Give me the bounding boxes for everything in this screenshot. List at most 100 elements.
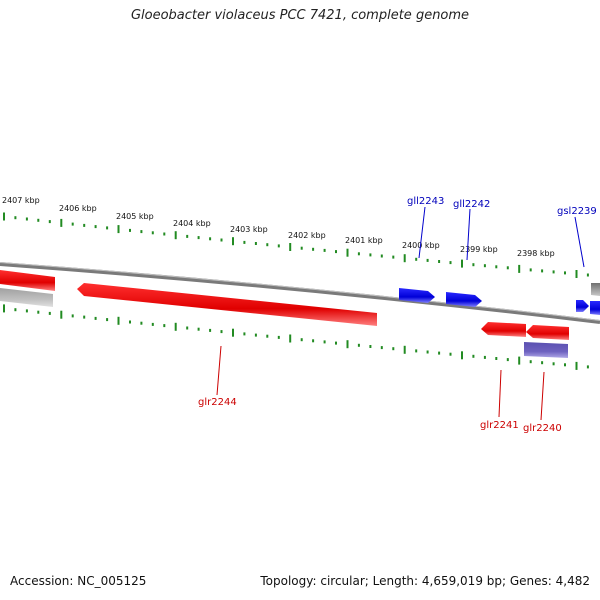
- inner-tick-43: [495, 357, 498, 360]
- label-gll2243: gll2243: [407, 196, 444, 207]
- inner-tick-3: [37, 310, 40, 314]
- inner-tick-41: [472, 354, 475, 358]
- outer-tick-19: [220, 238, 223, 242]
- inner-tick-48: [552, 362, 555, 366]
- inner-tick-23: [266, 334, 269, 338]
- outer-tick-13: [151, 231, 154, 235]
- inner-tick-38: [438, 351, 441, 355]
- outer-tick-41: [472, 263, 475, 267]
- inner-tick-19: [220, 330, 223, 334]
- outer-tick-38: [438, 260, 441, 263]
- inner-tick-35: [403, 345, 406, 354]
- outer-tick-12: [140, 230, 143, 234]
- outer-scale-ticks: [3, 212, 589, 278]
- outer-tick-2: [25, 217, 28, 221]
- outer-tick-9: [106, 226, 109, 230]
- outer-tick-4: [48, 220, 51, 224]
- inner-tick-22: [254, 333, 257, 337]
- outer-tick-26: [300, 246, 303, 250]
- inner-tick-44: [506, 358, 509, 362]
- outer-tick-23: [266, 243, 269, 247]
- outer-tick-37: [426, 258, 429, 262]
- outer-tick-40: [461, 259, 463, 268]
- topology-summary: Topology: circular; Length: 4,659,019 bp…: [260, 574, 590, 588]
- connector-glr2240: [540, 371, 545, 421]
- accession-text: Accession: NC_005125: [10, 574, 147, 588]
- outer-tick-31: [357, 252, 360, 256]
- outer-tick-10: [117, 225, 120, 234]
- inner-tick-34: [392, 347, 395, 351]
- outer-tick-29: [335, 250, 337, 254]
- inner-scale-ticks: [3, 304, 589, 370]
- outer-tick-17: [197, 236, 200, 240]
- inner-tick-29: [335, 341, 337, 345]
- outer-tick-8: [94, 225, 97, 229]
- inner-tick-24: [277, 335, 280, 339]
- connector-glr2241: [498, 369, 502, 418]
- outer-tick-3: [37, 218, 40, 222]
- outer-tick-14: [163, 232, 166, 236]
- inner-tick-40: [461, 351, 463, 360]
- inner-tick-28: [323, 340, 326, 344]
- scale-label-2405: 2405 kbp: [116, 212, 154, 221]
- inner-tick-12: [140, 321, 143, 325]
- outer-tick-18: [209, 237, 212, 241]
- scale-label-2404: 2404 kbp: [173, 219, 211, 228]
- label-gsl2239: gsl2239: [557, 206, 597, 217]
- outer-tick-43: [495, 265, 498, 269]
- inner-tick-17: [197, 327, 200, 331]
- outer-tick-27: [312, 247, 315, 251]
- outer-tick-6: [71, 222, 74, 226]
- gene-gsl2239[interactable]: [576, 300, 589, 312]
- outer-tick-39: [449, 261, 452, 265]
- inner-tick-6: [71, 314, 74, 318]
- outer-tick-46: [529, 268, 532, 272]
- inner-tick-50: [575, 361, 578, 370]
- connector-gll2243: [418, 206, 426, 259]
- inner-tick-13: [151, 322, 154, 326]
- connector-gsl2239: [574, 216, 585, 268]
- pseudogene-bar: [0, 288, 53, 307]
- scale-label-2401: 2401 kbp: [345, 236, 383, 245]
- inner-tick-47: [541, 361, 544, 365]
- outer-tick-42: [483, 264, 486, 268]
- outer-tick-24: [277, 244, 280, 248]
- outer-tick-48: [552, 270, 555, 274]
- inner-tick-8: [94, 316, 97, 320]
- outer-tick-15: [174, 231, 177, 240]
- scale-label-2406: 2406 kbp: [59, 204, 97, 213]
- inner-tick-15: [174, 322, 177, 331]
- label-glr2244: glr2244: [198, 397, 237, 408]
- inner-tick-26: [300, 338, 303, 342]
- connector-gll2242: [466, 208, 471, 261]
- inner-tick-39: [449, 352, 452, 356]
- outer-tick-16: [186, 234, 189, 238]
- gene-glr2244[interactable]: [77, 283, 377, 326]
- outer-tick-49: [564, 271, 566, 275]
- gene-gll2242[interactable]: [446, 292, 482, 307]
- inner-tick-32: [369, 345, 372, 348]
- outer-tick-33: [380, 254, 383, 258]
- inner-tick-9: [106, 318, 109, 322]
- gene-gll2243[interactable]: [399, 288, 435, 303]
- gene-right-fragment[interactable]: [590, 301, 600, 315]
- inner-tick-31: [357, 343, 360, 347]
- inner-tick-16: [186, 326, 189, 330]
- scale-label-2402: 2402 kbp: [288, 231, 326, 240]
- outer-tick-22: [254, 242, 257, 245]
- outer-tick-30: [346, 248, 349, 257]
- gene-glr2241[interactable]: [481, 322, 526, 337]
- outer-tick-32: [369, 253, 372, 257]
- gene-glr2244-left-fragment[interactable]: [0, 270, 55, 291]
- inner-tick-1: [14, 308, 17, 312]
- inner-tick-18: [209, 328, 212, 332]
- inner-tick-46: [529, 360, 532, 364]
- inner-tick-2: [25, 309, 28, 313]
- outer-tick-1: [14, 216, 17, 220]
- inner-tick-14: [163, 324, 166, 328]
- inner-tick-11: [129, 320, 131, 324]
- gene-glr2240[interactable]: [526, 325, 569, 340]
- inner-tick-42: [483, 355, 486, 359]
- outer-tick-45: [518, 264, 521, 273]
